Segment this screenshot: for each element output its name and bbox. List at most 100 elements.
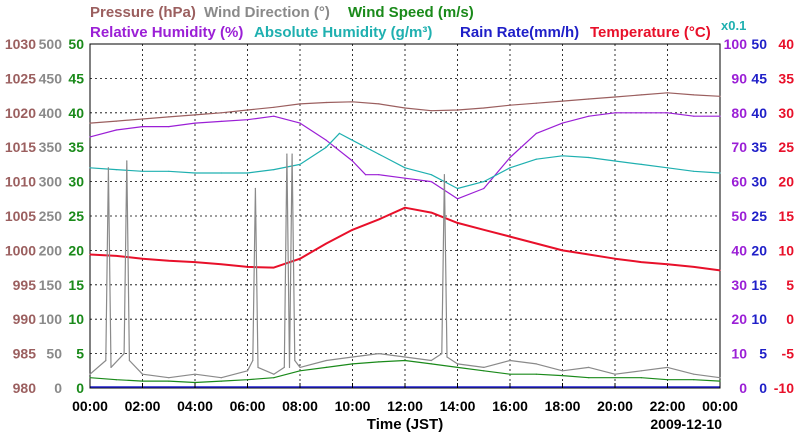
x-tick-label: 14:00 — [440, 398, 476, 414]
series-point — [257, 366, 259, 368]
series-point — [456, 222, 459, 224]
tick-label-pressure: 985 — [13, 346, 37, 362]
series-point — [535, 158, 537, 160]
series-point — [168, 116, 170, 118]
tick-label-relative-humidity: 80 — [731, 105, 747, 121]
tick-label-relative-humidity: 70 — [731, 139, 747, 155]
x-tick-label: 22:00 — [650, 398, 686, 414]
series-point — [378, 153, 380, 155]
series-point — [110, 366, 112, 368]
x-tick-label: 16:00 — [492, 398, 528, 414]
series-point — [351, 363, 354, 365]
series-point — [325, 242, 327, 245]
series-point — [325, 366, 327, 368]
series-point — [115, 169, 117, 171]
series-point — [561, 375, 564, 377]
series-point — [115, 255, 117, 257]
series-point — [666, 112, 669, 114]
series-point — [351, 229, 354, 231]
tick-label-relative-humidity: 50 — [731, 208, 747, 224]
series-point — [299, 103, 301, 105]
tick-label-temperature: 20 — [778, 174, 794, 190]
series-point — [89, 253, 91, 256]
series-point — [693, 379, 695, 381]
tick-label-temperature: 35 — [778, 70, 794, 86]
series-point — [126, 160, 128, 162]
x-tick-label: 04:00 — [177, 398, 213, 414]
series-point — [194, 114, 196, 116]
series-point — [141, 373, 144, 375]
series-point — [535, 242, 537, 245]
tick-label-rain-rate: 35 — [751, 139, 767, 155]
series-point — [614, 96, 616, 98]
series-point — [640, 377, 642, 379]
tick-label-relative-humidity: 10 — [731, 346, 747, 362]
tick-label-temperature: 40 — [778, 36, 794, 52]
series-point — [291, 153, 293, 155]
series-point — [666, 92, 669, 94]
series-point — [273, 106, 275, 108]
series-point — [246, 172, 249, 174]
series-point — [168, 380, 170, 382]
tick-label-wind-direction: 500 — [39, 36, 63, 52]
series-point — [588, 377, 590, 379]
series-point — [378, 361, 380, 363]
tick-label-rain-rate: 5 — [759, 346, 767, 362]
tick-label-pressure: 1020 — [5, 105, 36, 121]
tick-label-pressure: 1030 — [5, 36, 36, 52]
tick-label-wind-direction: 200 — [39, 242, 63, 258]
series-point — [168, 377, 170, 379]
series-point — [246, 119, 249, 121]
tick-label-pressure: 1015 — [5, 139, 36, 155]
date-label: 2009-12-10 — [650, 416, 722, 432]
series-point — [194, 172, 196, 174]
series-point — [483, 107, 485, 109]
x-axis: 00:00 02:00 04:00 06:00 08:00 10:00 12:00 14:00… — [72, 383, 738, 433]
tick-label-wind-speed: 40 — [68, 105, 84, 121]
x-tick-label: 08:00 — [282, 398, 318, 414]
series-point — [246, 109, 249, 111]
series-point — [89, 136, 91, 138]
series-point — [588, 115, 590, 117]
series-point — [719, 95, 721, 97]
series-point — [325, 359, 327, 362]
series-point — [168, 170, 170, 172]
legend-entry: Relative Humidity (%) — [90, 24, 243, 41]
series-point — [404, 177, 406, 179]
grid — [90, 44, 720, 388]
tick-label-wind-speed: 50 — [68, 36, 84, 52]
series-point — [509, 104, 511, 106]
series-point — [456, 109, 459, 111]
tick-label-pressure: 995 — [13, 277, 37, 293]
series-point — [588, 156, 590, 159]
tick-label-temperature: 30 — [778, 105, 794, 121]
series-point — [404, 107, 406, 109]
series-point — [404, 356, 406, 358]
series-point — [351, 356, 354, 358]
series-point — [283, 366, 285, 368]
tick-label-relative-humidity: 100 — [724, 36, 748, 52]
series-point — [378, 174, 380, 176]
tick-label-relative-humidity: 30 — [731, 277, 747, 293]
series-point — [693, 115, 695, 117]
tick-label-wind-speed: 45 — [68, 70, 84, 86]
legend-entry: Temperature (°C) — [590, 24, 711, 41]
series-point — [666, 366, 669, 368]
tick-label-wind-speed: 15 — [68, 277, 84, 293]
x-tick-label: 12:00 — [387, 398, 423, 414]
tick-label-rain-rate: 15 — [751, 277, 767, 293]
series-point — [535, 373, 537, 375]
series-line — [89, 132, 721, 190]
series-point — [299, 122, 301, 124]
series-point — [404, 167, 406, 169]
legend: Pressure (hPa) Wind Direction (°) Wind Spe… — [90, 4, 746, 41]
series-point — [456, 198, 459, 200]
series-line — [89, 112, 720, 200]
series-point — [693, 373, 695, 375]
series-point — [141, 126, 144, 128]
series-point — [286, 153, 288, 155]
series-point — [441, 353, 443, 355]
series-point — [89, 122, 91, 124]
series-point — [194, 122, 196, 124]
tick-label-wind-direction: 0 — [54, 380, 62, 396]
